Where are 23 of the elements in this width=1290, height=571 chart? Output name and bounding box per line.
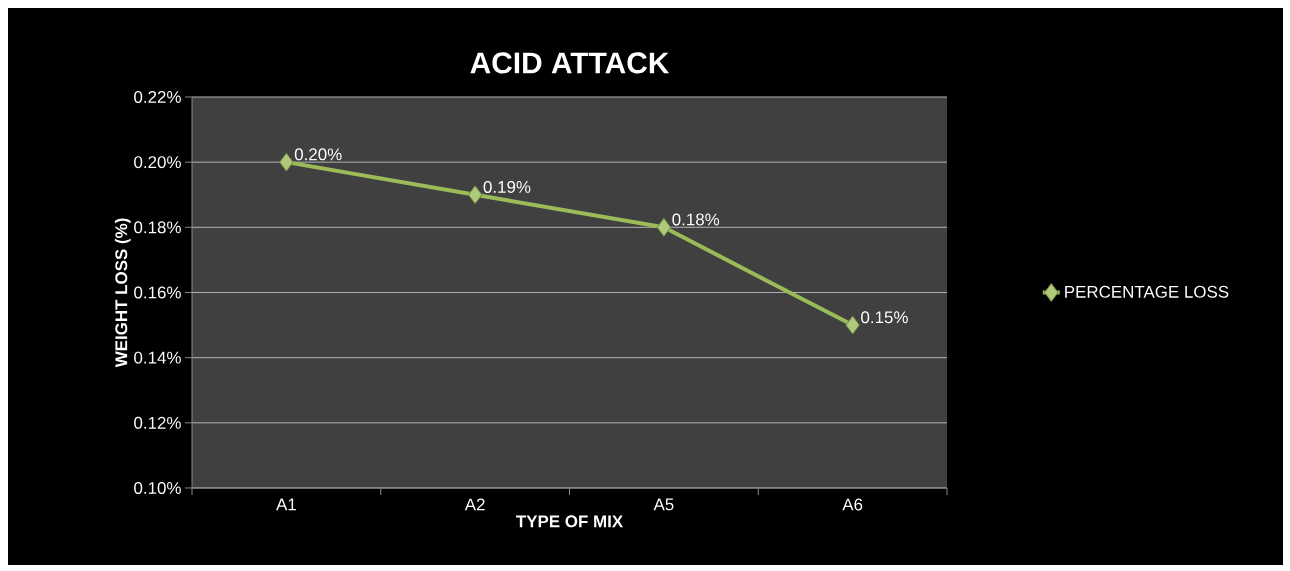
y-tick-label: 0.20% bbox=[134, 156, 181, 169]
y-tick-label: 0.16% bbox=[134, 286, 181, 299]
y-axis-title: WEIGHT LOSS (%) bbox=[114, 218, 131, 368]
y-tick-label: 0.10% bbox=[134, 481, 181, 494]
data-label: 0.18% bbox=[672, 213, 720, 226]
x-tick-label: A5 bbox=[653, 498, 674, 511]
chart-title: ACID ATTACK bbox=[470, 52, 670, 74]
y-tick-label: 0.12% bbox=[134, 416, 181, 429]
point bbox=[279, 152, 294, 172]
data-label: 0.19% bbox=[483, 180, 531, 193]
x-tick-label: A6 bbox=[842, 498, 863, 511]
point bbox=[467, 185, 483, 205]
x-axis-title: TYPE OF MIX bbox=[516, 515, 623, 528]
legend-label: PERCENTAGE LOSS bbox=[1065, 285, 1229, 298]
x-tick-label: A2 bbox=[464, 498, 485, 511]
y-tick-label: 0.22% bbox=[134, 90, 181, 103]
y-tick-label: 0.18% bbox=[134, 221, 181, 234]
x-tick-label: A1 bbox=[276, 498, 296, 511]
data-label: 0.20% bbox=[294, 148, 342, 161]
point bbox=[656, 217, 672, 237]
y-tick-label: 0.14% bbox=[134, 351, 181, 364]
data-label: 0.15% bbox=[861, 311, 908, 324]
point bbox=[845, 315, 860, 335]
